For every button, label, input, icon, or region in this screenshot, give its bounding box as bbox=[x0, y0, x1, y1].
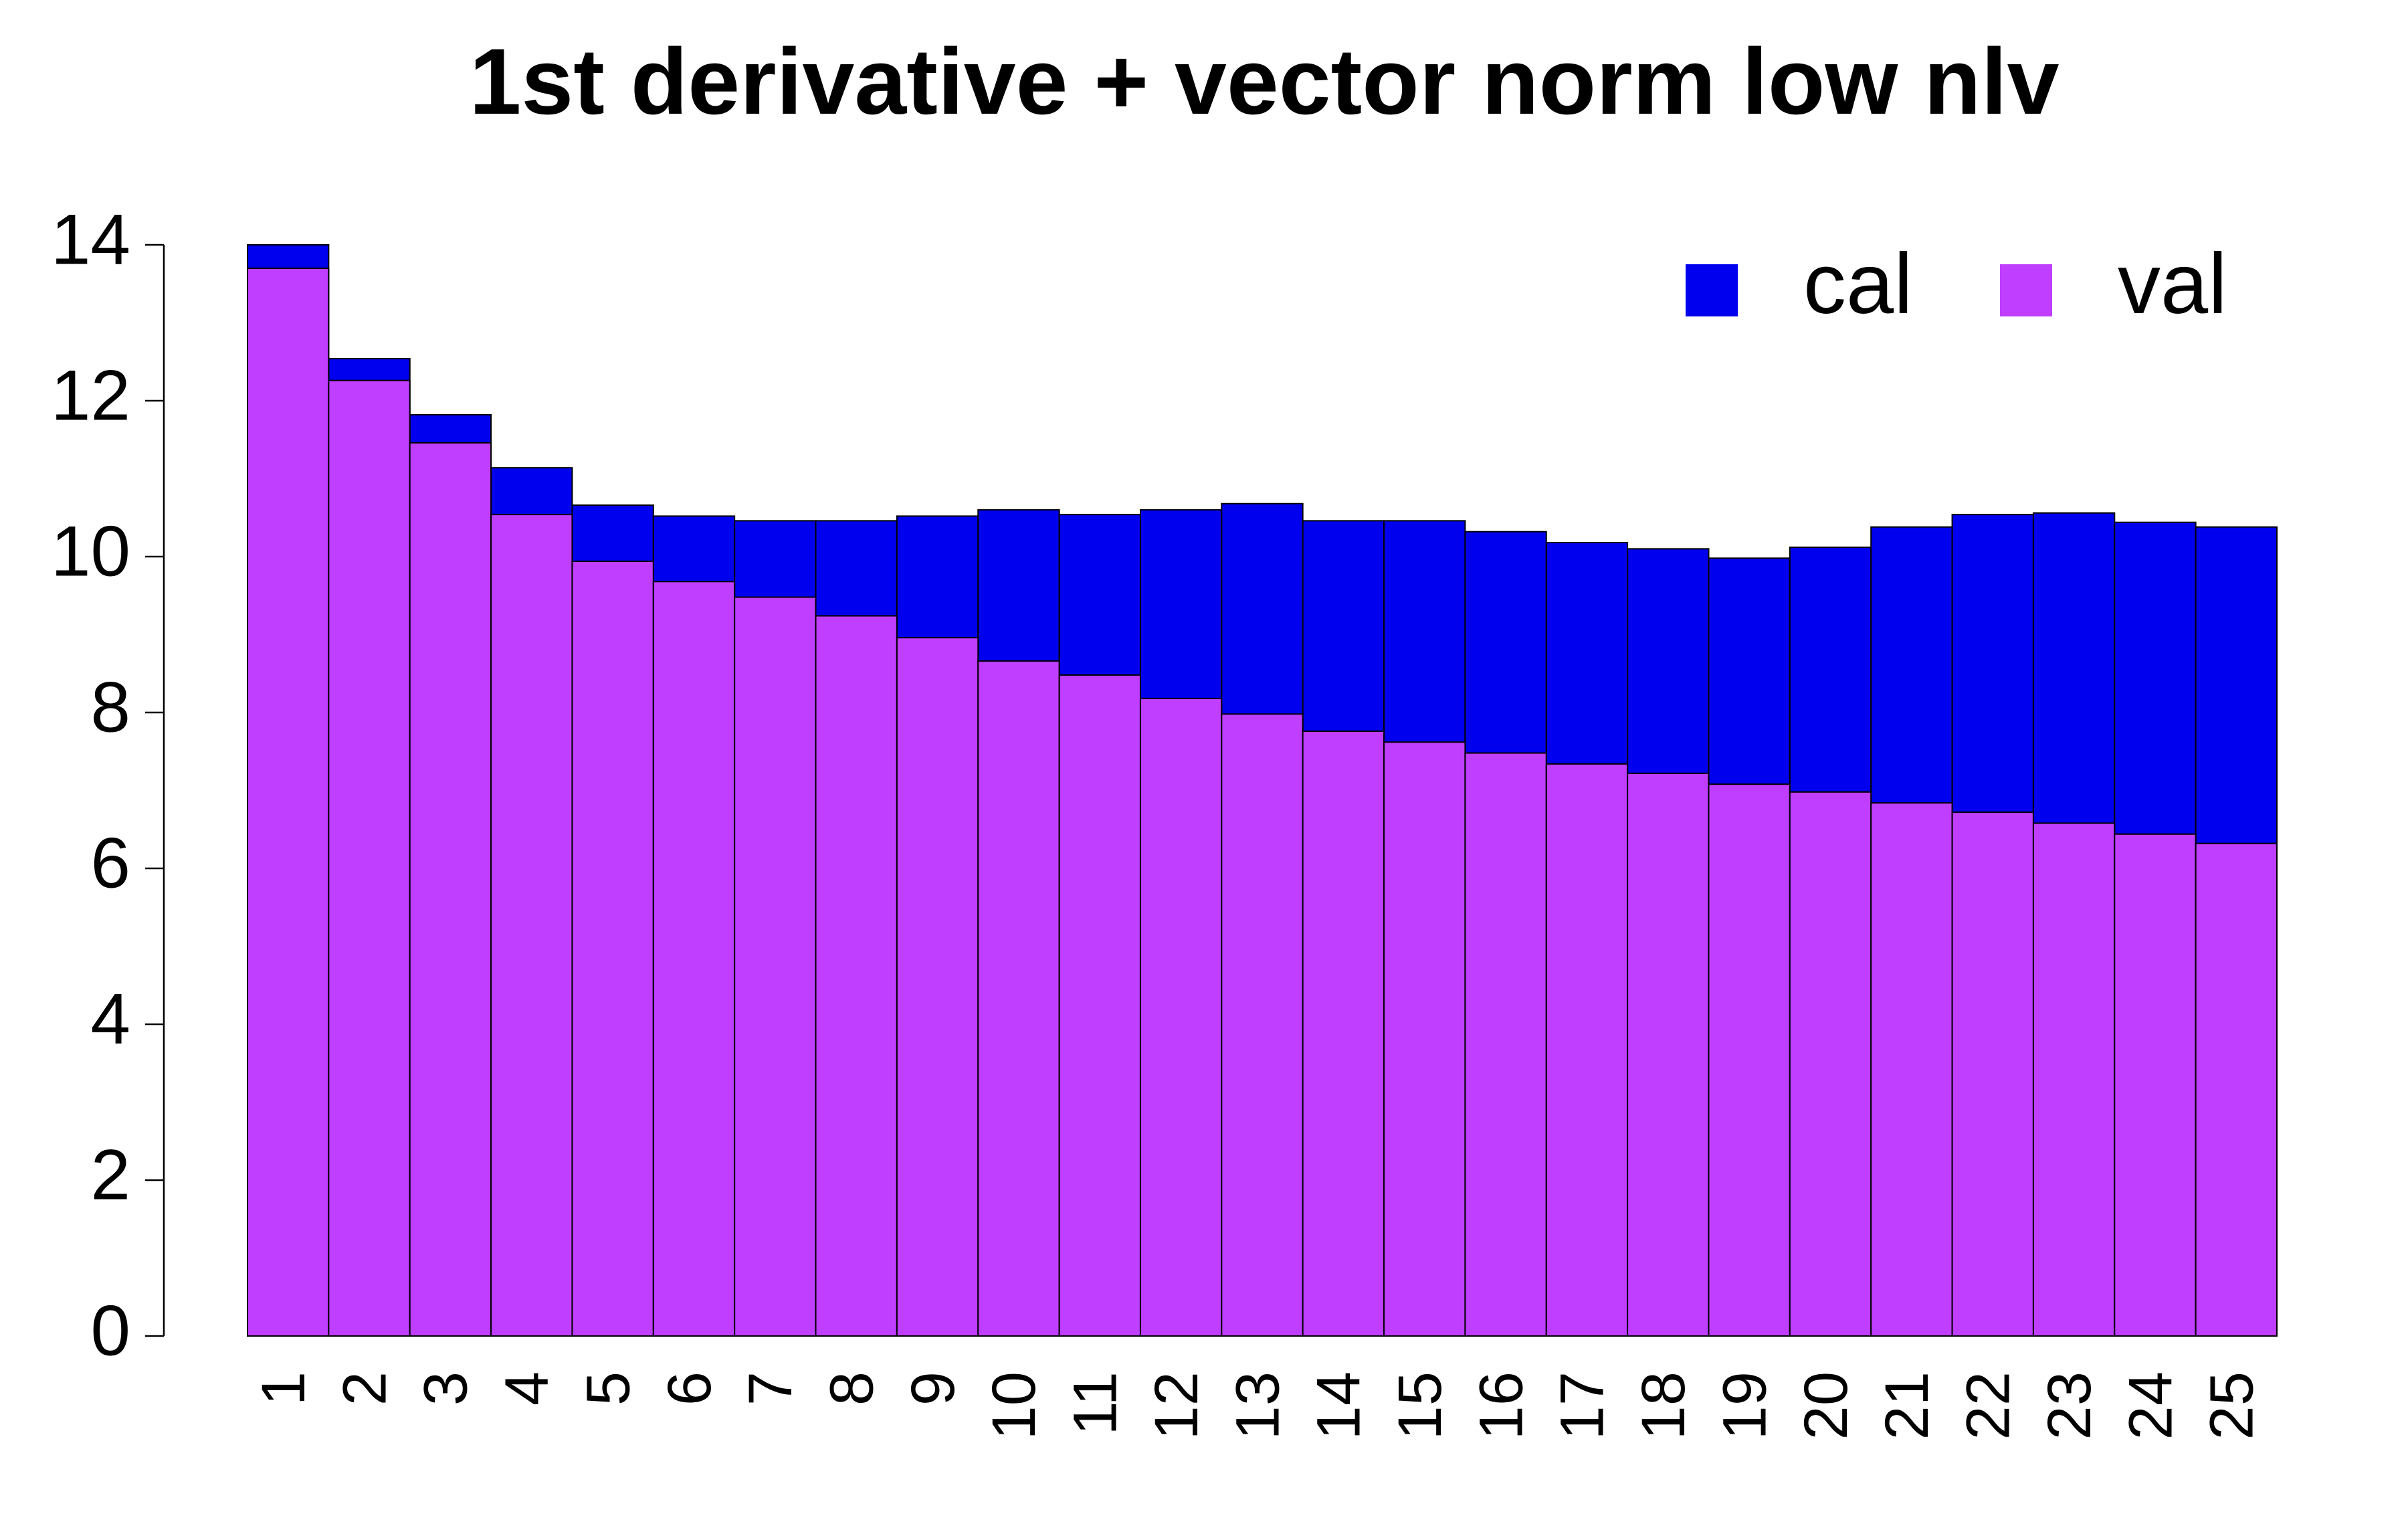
bar bbox=[490, 514, 573, 1337]
bar bbox=[1870, 802, 1953, 1337]
x-tick-label: 1 bbox=[249, 1371, 318, 1406]
bar bbox=[1627, 772, 1710, 1337]
x-tick-label: 10 bbox=[980, 1371, 1048, 1440]
x-tick-label: 15 bbox=[1386, 1371, 1454, 1440]
bar bbox=[1383, 741, 1466, 1337]
x-tick-label: 13 bbox=[1223, 1371, 1292, 1440]
x-tick-label: 14 bbox=[1305, 1371, 1373, 1440]
bar bbox=[977, 660, 1060, 1337]
bar bbox=[1139, 698, 1223, 1337]
x-tick-label: 20 bbox=[1792, 1371, 1860, 1440]
bar bbox=[815, 615, 898, 1337]
x-tick-label: 19 bbox=[1710, 1371, 1779, 1440]
bar bbox=[2032, 822, 2116, 1337]
bar bbox=[734, 596, 817, 1337]
legend-swatch bbox=[2000, 264, 2052, 316]
x-tick-label: 22 bbox=[1954, 1371, 2023, 1440]
bar bbox=[1789, 791, 1872, 1337]
bar bbox=[2114, 833, 2197, 1337]
y-tick-label: 14 bbox=[51, 199, 130, 279]
bar bbox=[1058, 674, 1141, 1337]
y-tick-label: 8 bbox=[90, 666, 130, 747]
bar bbox=[409, 442, 492, 1337]
y-tick-label: 10 bbox=[51, 510, 130, 591]
x-tick-label: 5 bbox=[574, 1371, 642, 1406]
y-tick-label: 2 bbox=[90, 1134, 130, 1214]
x-tick-label: 2 bbox=[330, 1371, 399, 1406]
y-tick-label: 6 bbox=[90, 822, 130, 902]
bar bbox=[1221, 713, 1304, 1337]
bar bbox=[1464, 752, 1547, 1337]
x-tick-label: 3 bbox=[412, 1371, 480, 1406]
x-tick-label: 21 bbox=[1873, 1371, 1941, 1440]
x-tick-label: 25 bbox=[2198, 1371, 2266, 1440]
bar bbox=[1708, 783, 1791, 1337]
x-tick-label: 8 bbox=[817, 1371, 886, 1406]
legend-label: cal bbox=[1803, 236, 1913, 332]
bar bbox=[652, 581, 736, 1337]
x-tick-label: 9 bbox=[899, 1371, 967, 1406]
x-tick-label: 11 bbox=[1062, 1371, 1130, 1436]
y-tick-label: 4 bbox=[90, 978, 130, 1058]
x-tick-label: 7 bbox=[736, 1371, 805, 1406]
x-tick-label: 4 bbox=[493, 1371, 561, 1406]
y-tick-label: 0 bbox=[90, 1290, 130, 1370]
bar bbox=[1951, 812, 2034, 1337]
x-tick-label: 17 bbox=[1548, 1371, 1617, 1440]
y-tick-label: 12 bbox=[51, 355, 130, 435]
bar bbox=[328, 379, 411, 1337]
bar bbox=[1302, 730, 1385, 1337]
x-tick-label: 6 bbox=[656, 1371, 724, 1406]
x-tick-label: 12 bbox=[1142, 1371, 1211, 1440]
bar bbox=[247, 267, 330, 1337]
bar bbox=[571, 560, 654, 1337]
bar bbox=[1545, 763, 1629, 1337]
x-tick-label: 16 bbox=[1467, 1371, 1535, 1440]
bar bbox=[896, 637, 979, 1337]
x-tick-label: 24 bbox=[2116, 1371, 2185, 1440]
chart-title: 1st derivative + vector norm low nlv bbox=[470, 29, 2060, 134]
bar bbox=[2195, 842, 2278, 1337]
legend-label: val bbox=[2118, 236, 2227, 332]
x-tick-label: 23 bbox=[2035, 1371, 2104, 1440]
legend-swatch bbox=[1686, 264, 1738, 316]
x-tick-label: 18 bbox=[1629, 1371, 1698, 1440]
